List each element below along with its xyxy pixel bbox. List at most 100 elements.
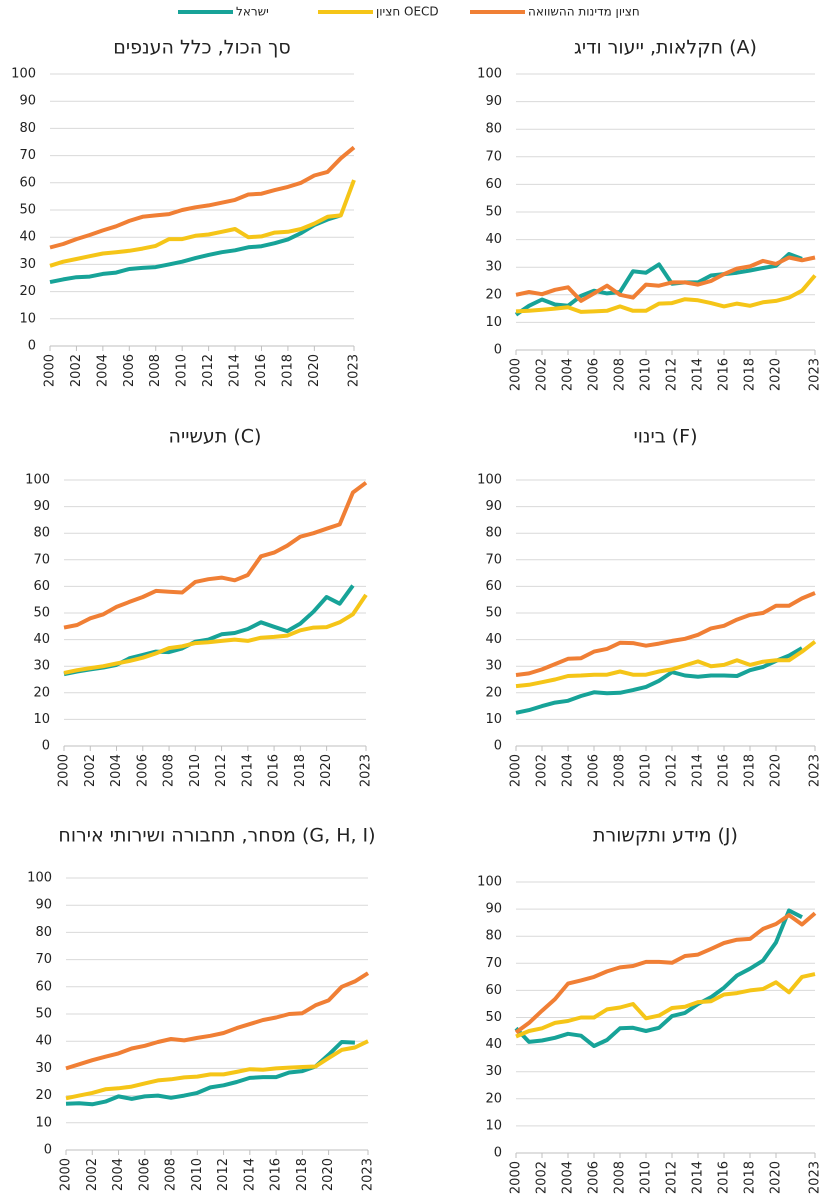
y-tick-label: 40 [485, 232, 502, 247]
x-tick-label: 2020 [769, 754, 784, 787]
y-tick-label: 80 [485, 526, 502, 541]
x-tick-label: 2016 [717, 1161, 732, 1194]
x-tick-label: 2008 [613, 358, 628, 391]
series-line [515, 274, 817, 314]
y-tick-label: 90 [35, 898, 52, 913]
y-tick-label: 20 [33, 685, 50, 700]
x-tick-label: 2018 [295, 1158, 310, 1191]
y-tick-label: 20 [485, 287, 502, 302]
x-tick-label: 2014 [228, 354, 243, 387]
y-tick-label: 40 [19, 230, 36, 245]
x-tick-label: 2006 [587, 754, 602, 787]
x-tick-label: 2004 [561, 754, 576, 787]
x-tick-label: 2010 [188, 754, 203, 787]
y-tick-label: 70 [485, 149, 502, 164]
x-tick-label: 2000 [509, 1161, 524, 1194]
x-tick-label: 2004 [561, 1161, 576, 1194]
y-tick-label: 0 [494, 343, 502, 358]
series-line [65, 1039, 369, 1101]
y-tick-label: 20 [35, 1088, 52, 1103]
x-tick-label: 2008 [613, 1161, 628, 1194]
y-tick-label: 10 [33, 712, 50, 727]
y-tick-label: 0 [28, 339, 36, 354]
x-tick-label: 2000 [57, 754, 72, 787]
x-tick-label: 2014 [691, 754, 706, 787]
y-tick-label: 90 [485, 499, 502, 514]
y-tick-label: 90 [485, 94, 502, 109]
series-line [63, 593, 368, 675]
x-tick-label: 2010 [175, 354, 190, 387]
series-line [515, 591, 816, 677]
x-tick-label: 2012 [665, 1161, 680, 1194]
y-tick-label: 80 [35, 925, 52, 940]
y-tick-label: 10 [19, 311, 36, 326]
x-tick-label: 2006 [135, 754, 150, 787]
series-line [49, 179, 356, 268]
y-tick-label: 50 [485, 606, 502, 621]
x-tick-label: 2016 [269, 1158, 284, 1191]
y-tick-label: 70 [35, 952, 52, 967]
chart-title: בינוי (F) [633, 426, 697, 448]
y-tick-label: 50 [19, 203, 36, 218]
x-tick-label: 2004 [109, 754, 124, 787]
legend-label: חציון OECD [376, 5, 439, 19]
y-tick-label: 0 [44, 1143, 52, 1158]
series-line [514, 911, 817, 1035]
y-tick-label: 10 [485, 315, 502, 330]
y-tick-label: 100 [25, 473, 50, 488]
x-tick-label: 2014 [691, 1161, 706, 1194]
y-tick-label: 50 [485, 1010, 502, 1025]
x-tick-label: 2023 [359, 754, 374, 787]
y-tick-label: 100 [477, 67, 502, 82]
y-tick-label: 60 [35, 979, 52, 994]
y-tick-label: 70 [19, 148, 36, 163]
x-tick-label: 2018 [743, 754, 758, 787]
y-tick-label: 10 [35, 1115, 52, 1130]
legend-label: ישראל [236, 5, 269, 19]
chart-title: סך הכול, כלל הענפים [113, 37, 290, 59]
x-tick-label: 2016 [717, 754, 732, 787]
x-tick-label: 2000 [509, 754, 524, 787]
series-line [65, 1040, 355, 1107]
y-tick-label: 0 [494, 1146, 502, 1161]
y-tick-label: 90 [485, 902, 502, 917]
y-tick-label: 80 [485, 122, 502, 137]
y-tick-label: 70 [485, 956, 502, 971]
x-tick-label: 2008 [162, 754, 177, 787]
x-tick-label: 2000 [509, 358, 524, 391]
y-tick-label: 10 [485, 712, 502, 727]
x-tick-label: 2004 [95, 354, 110, 387]
x-tick-label: 2016 [267, 754, 282, 787]
x-tick-label: 2023 [808, 754, 823, 787]
y-tick-label: 70 [33, 552, 50, 567]
x-tick-label: 2018 [743, 358, 758, 391]
x-tick-label: 2012 [665, 754, 680, 787]
series-line [514, 908, 803, 1048]
y-tick-label: 90 [33, 499, 50, 514]
y-tick-label: 30 [485, 1064, 502, 1079]
series-line [65, 971, 370, 1071]
x-tick-label: 2023 [361, 1158, 376, 1191]
x-tick-label: 2020 [321, 1158, 336, 1191]
y-tick-label: 20 [485, 1091, 502, 1106]
x-tick-label: 2002 [535, 358, 550, 391]
x-tick-label: 2004 [111, 1158, 126, 1191]
x-tick-label: 2006 [137, 1158, 152, 1191]
x-tick-label: 2002 [535, 754, 550, 787]
y-tick-label: 0 [42, 739, 50, 754]
x-tick-label: 2002 [69, 354, 84, 387]
x-tick-label: 2012 [665, 358, 680, 391]
y-tick-label: 100 [27, 871, 52, 886]
x-tick-label: 2020 [319, 754, 334, 787]
chart-title: תעשייה (C) [169, 426, 262, 448]
y-tick-label: 40 [485, 1037, 502, 1052]
y-tick-label: 100 [477, 875, 502, 890]
y-tick-label: 30 [35, 1061, 52, 1076]
chart-title: חקלאות, ייעור ודיג (A) [574, 37, 757, 59]
x-tick-label: 2012 [216, 1158, 231, 1191]
x-tick-label: 2010 [639, 754, 654, 787]
y-tick-label: 80 [19, 121, 36, 136]
series-line [515, 646, 803, 715]
legend-label: חציון מדינות ההשוואה [528, 5, 640, 19]
